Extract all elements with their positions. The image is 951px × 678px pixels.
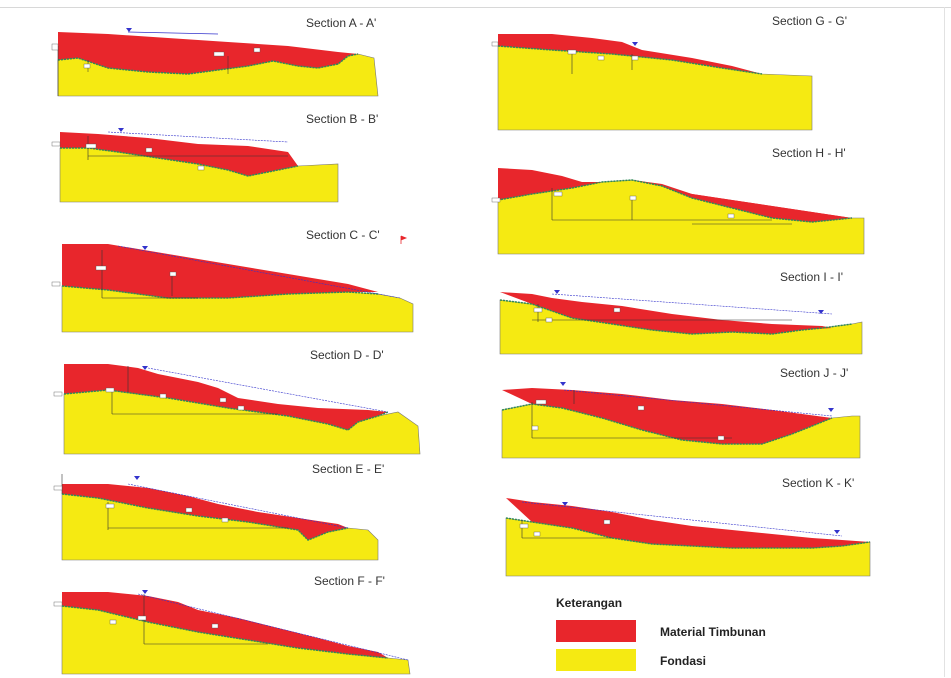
section-title: Section J - J': [780, 366, 849, 380]
legend-label-material-timbunan: Material Timbunan: [660, 625, 766, 639]
section-title: Section E - E': [312, 462, 385, 476]
section-title: Section D - D': [310, 348, 384, 362]
section-j-drawing: [501, 382, 861, 459]
section-title: Section A - A': [306, 16, 377, 30]
section-title: Section I - I': [780, 270, 843, 284]
section-c: Section C - C': [48, 228, 420, 334]
legend-swatch-fondasi: [556, 649, 636, 671]
section-title: Section C - C': [306, 228, 380, 242]
section-title: Section B - B': [306, 112, 379, 126]
section-k: Section K - K': [492, 476, 876, 578]
frame-border: [944, 7, 945, 677]
section-i: Section I - I': [492, 268, 872, 358]
section-h: Section H - H': [491, 146, 872, 256]
section-title: Section H - H': [772, 146, 846, 160]
legend-title: Keterangan: [556, 596, 623, 610]
section-b-drawing: [51, 128, 339, 203]
section-j: Section J - J': [492, 364, 872, 460]
section-h-drawing: [491, 168, 865, 255]
section-g-drawing: [491, 34, 813, 131]
section-f: Section F - F': [48, 574, 420, 678]
section-f-drawing: [53, 590, 411, 675]
section-i-drawing: [499, 290, 863, 355]
section-title: Section F - F': [314, 574, 385, 588]
section-d-drawing: [53, 364, 421, 455]
section-b: Section B - B': [48, 112, 378, 204]
legend-label-fondasi: Fondasi: [660, 654, 707, 668]
section-g: Section G - G': [491, 14, 864, 132]
section-title: Section K - K': [782, 476, 855, 490]
section-c-drawing: [51, 235, 414, 333]
section-a: Section A - A': [48, 16, 388, 100]
section-e-drawing: [53, 474, 379, 561]
section-title: Section G - G': [772, 14, 847, 28]
frame-border: [0, 7, 951, 8]
legend: Keterangan Material Timbunan Fondasi: [556, 596, 816, 676]
section-k-drawing: [505, 498, 871, 577]
section-a-drawing: [51, 28, 379, 97]
section-d: Section D - D': [48, 346, 421, 456]
legend-swatch-material-timbunan: [556, 620, 636, 642]
section-e: Section E - E': [48, 460, 388, 564]
